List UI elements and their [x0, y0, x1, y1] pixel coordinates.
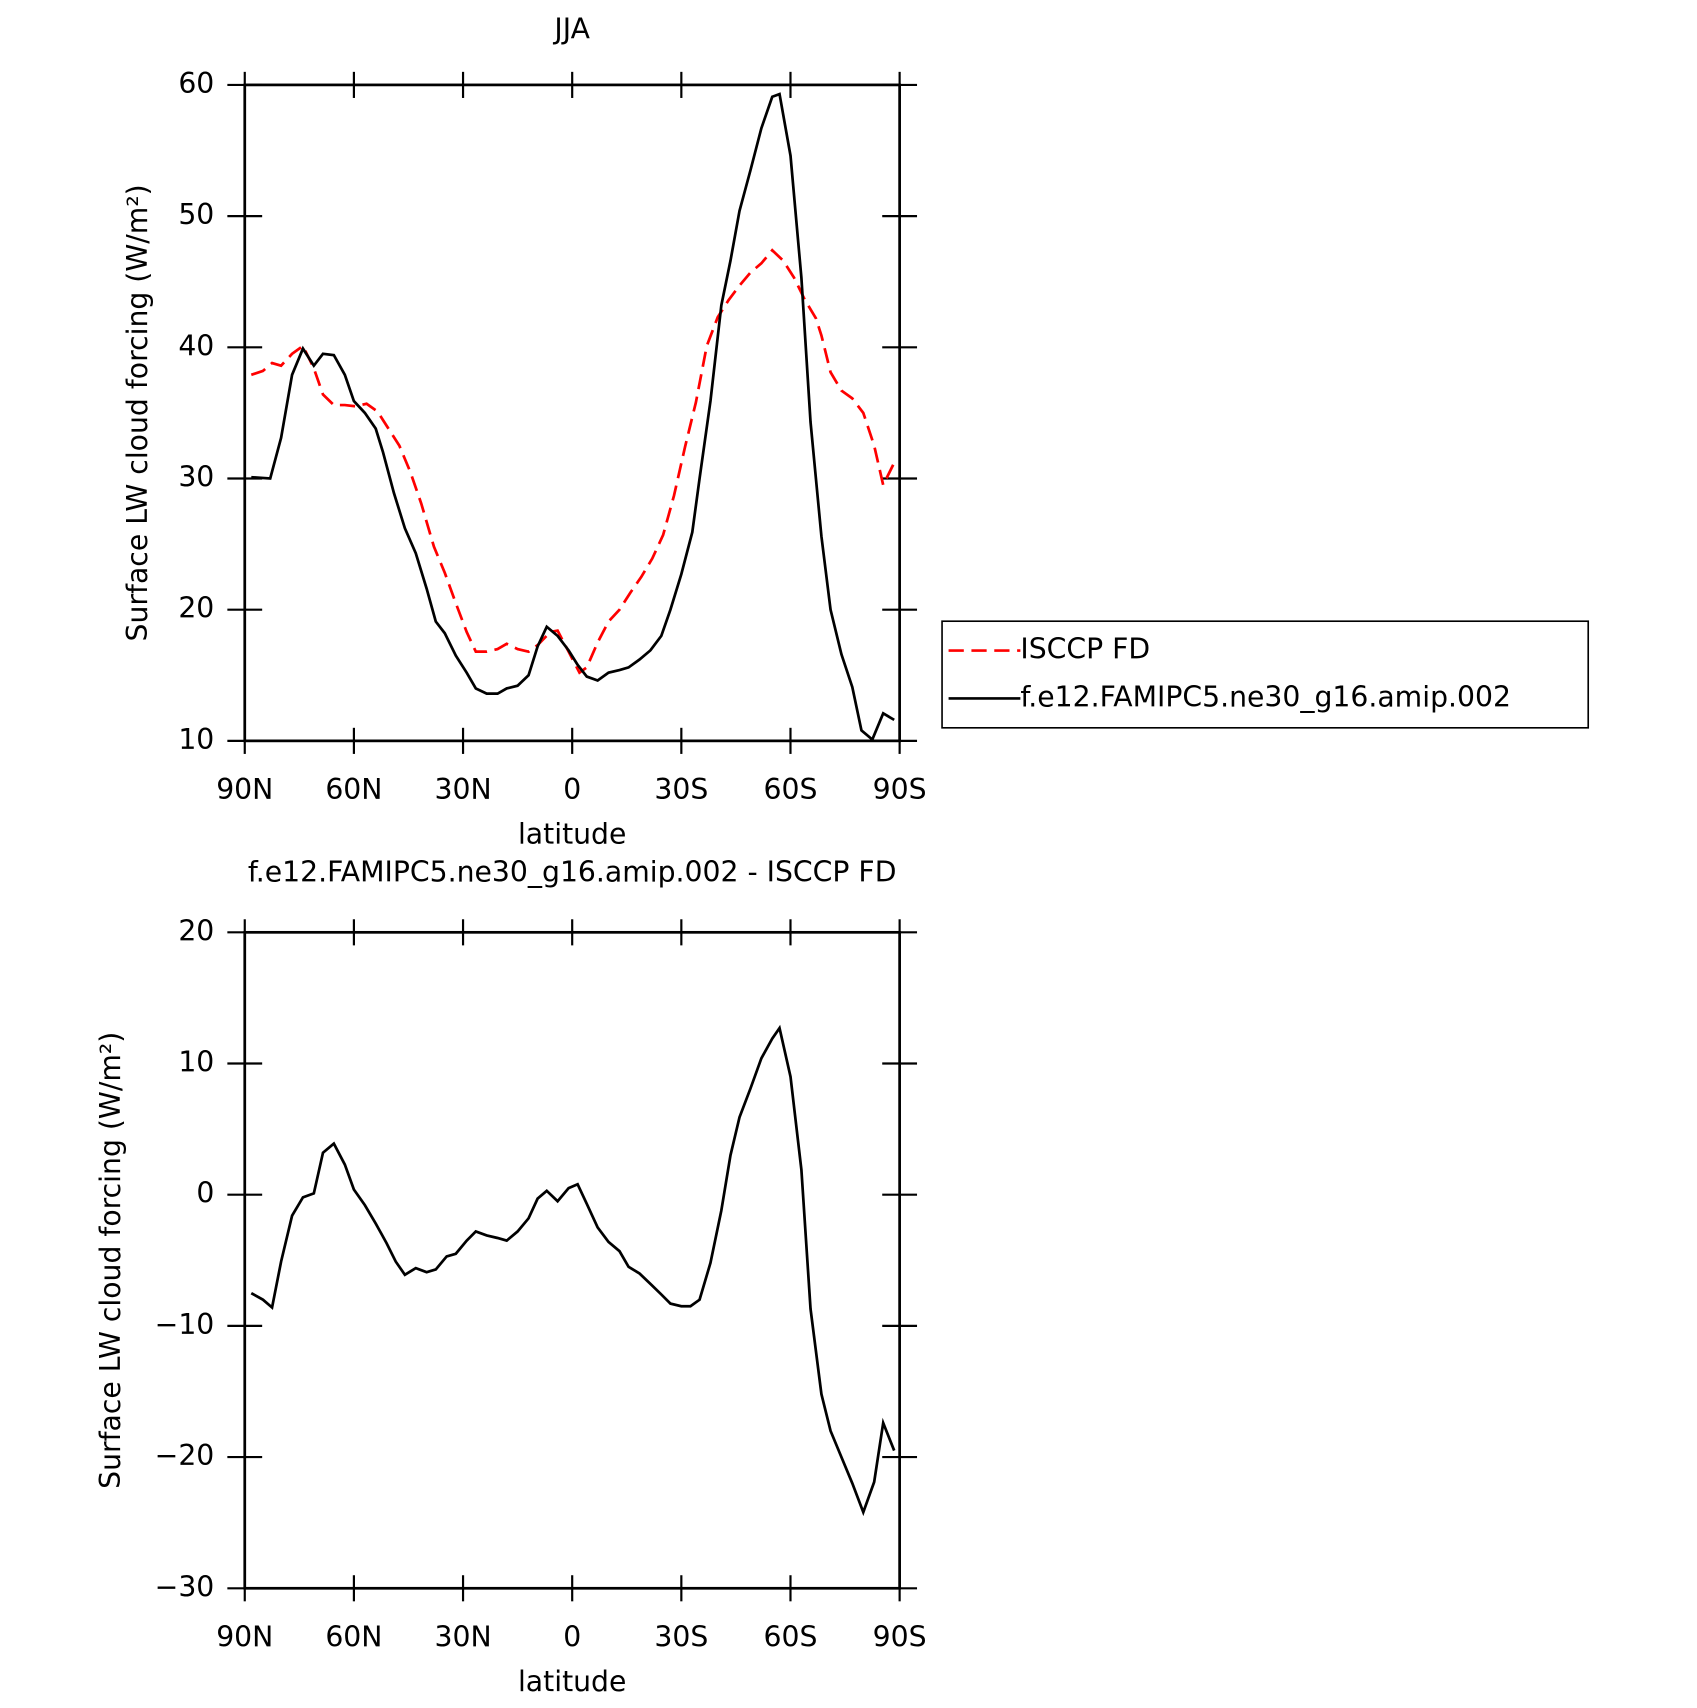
legend-label: ISCCP FD [1020, 633, 1150, 666]
x-tick-label: 60S [764, 1620, 818, 1653]
legend-label: f.e12.FAMIPC5.ne30_g16.amip.002 [1020, 680, 1511, 713]
y-tick-label: −10 [155, 1308, 215, 1341]
y-axis-label: Surface LW cloud forcing (W/m²) [121, 184, 154, 641]
y-tick-label: 20 [178, 592, 214, 625]
y-tick-label: 0 [196, 1177, 214, 1210]
legend-box [941, 620, 1590, 729]
x-tick-label: 60S [764, 773, 818, 806]
data-line [250, 248, 896, 675]
x-axis-label: latitude [518, 1665, 626, 1698]
x-tick-label: 0 [563, 773, 581, 806]
y-tick-label: 30 [178, 460, 214, 493]
y-tick-label: 10 [178, 1046, 214, 1079]
x-tick-label: 90N [216, 773, 273, 806]
x-tick-label: 30N [434, 1620, 491, 1653]
x-tick-label: 0 [563, 1620, 581, 1653]
data-line [251, 92, 895, 742]
data-line [250, 1024, 896, 1517]
x-tick-label: 60N [325, 773, 382, 806]
y-tick-label: −30 [155, 1570, 215, 1603]
y-tick-label: 20 [178, 914, 214, 947]
x-tick-label: 30N [434, 773, 491, 806]
x-tick-label: 30S [654, 773, 708, 806]
chart-title: JJA [552, 13, 590, 46]
y-tick-label: 10 [178, 723, 214, 756]
y-tick-label: −20 [155, 1439, 215, 1472]
x-tick-label: 90S [873, 773, 927, 806]
plot-frame [243, 930, 901, 1590]
x-tick-label: 90S [873, 1620, 927, 1653]
chart-title: f.e12.FAMIPC5.ne30_g16.amip.002 - ISCCP … [248, 856, 897, 889]
x-tick-label: 60N [325, 1620, 382, 1653]
y-axis-label: Surface LW cloud forcing (W/m²) [94, 1032, 127, 1489]
y-tick-label: 40 [178, 329, 214, 362]
x-tick-label: 30S [654, 1620, 708, 1653]
x-axis-label: latitude [518, 818, 626, 851]
plot-frame [243, 83, 901, 743]
y-tick-label: 50 [178, 198, 214, 231]
x-tick-label: 90N [216, 1620, 273, 1653]
y-tick-label: 60 [178, 67, 214, 100]
